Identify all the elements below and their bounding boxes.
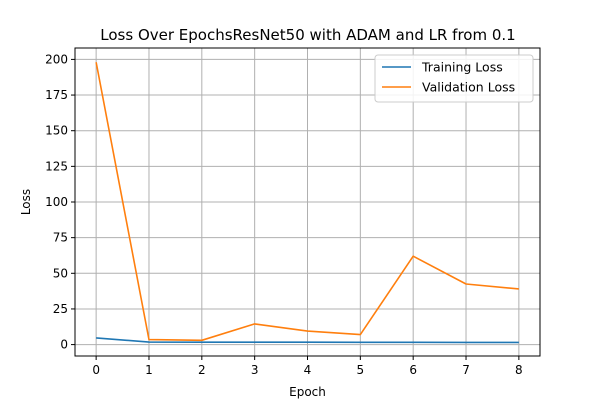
x-tick-label: 3 — [251, 363, 259, 377]
legend-label: Validation Loss — [422, 80, 515, 95]
legend-label: Training Loss — [421, 60, 503, 75]
y-tick-label: 50 — [53, 266, 68, 280]
series-line-validation-loss — [95, 62, 519, 342]
y-tick-label: 25 — [53, 302, 68, 316]
x-tick-label: 7 — [462, 363, 470, 377]
y-tick-label: 75 — [53, 231, 68, 245]
x-axis-label: Epoch — [289, 385, 326, 399]
y-tick-label: 100 — [45, 195, 68, 209]
x-tick-label: 1 — [145, 363, 153, 377]
chart-title: Loss Over EpochsResNet50 with ADAM and L… — [100, 26, 515, 44]
series-layer — [95, 62, 519, 344]
x-tick-label: 6 — [409, 363, 417, 377]
grid — [75, 48, 540, 356]
y-tick-label: 150 — [45, 124, 68, 138]
x-tick-label: 2 — [198, 363, 206, 377]
ticks: 0 1 2 3 4 5 6 7 8 0 25 50 75 100 125 150 175 200 — [45, 52, 523, 377]
y-tick-label: 200 — [45, 52, 68, 66]
x-tick-label: 8 — [515, 363, 523, 377]
y-tick-label: 125 — [45, 159, 68, 173]
x-tick-label: 5 — [357, 363, 365, 377]
x-tick-label: 0 — [92, 363, 100, 377]
series-line-training-loss — [96, 337, 519, 344]
legend: Training Loss Validation Loss — [374, 54, 534, 103]
y-tick-label: 175 — [45, 88, 68, 102]
y-axis-label: Loss — [19, 189, 33, 215]
y-tick-label: 0 — [60, 338, 68, 352]
x-tick-label: 4 — [304, 363, 312, 377]
legend-box — [374, 54, 534, 103]
